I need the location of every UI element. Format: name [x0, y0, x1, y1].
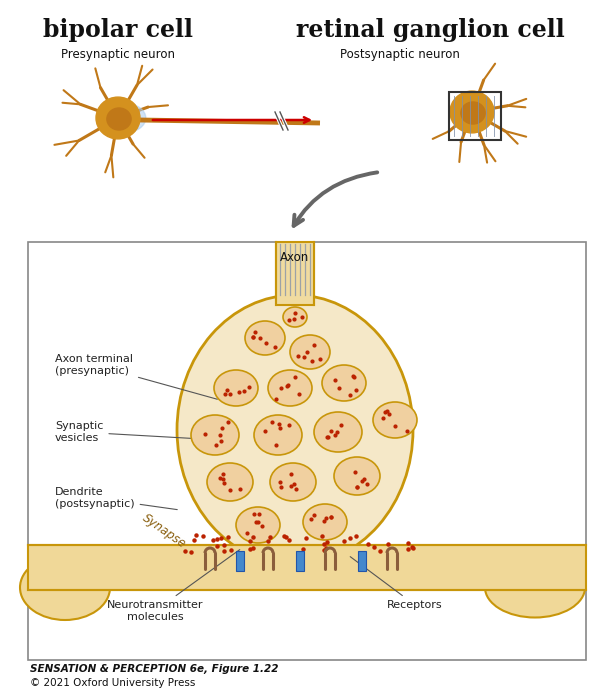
Bar — [449, 92, 501, 140]
Text: Synaptic
vesicles: Synaptic vesicles — [55, 421, 217, 443]
Ellipse shape — [214, 370, 258, 406]
Ellipse shape — [314, 412, 362, 452]
Text: retinal ganglion cell: retinal ganglion cell — [296, 18, 564, 42]
Ellipse shape — [106, 104, 146, 132]
Text: Axon: Axon — [281, 251, 310, 264]
Text: Axon terminal
(presynaptic): Axon terminal (presynaptic) — [55, 354, 217, 399]
Ellipse shape — [485, 557, 585, 617]
Ellipse shape — [207, 463, 253, 501]
Bar — [358, 551, 366, 571]
Text: Neurotransmitter
molecules: Neurotransmitter molecules — [107, 550, 240, 622]
Ellipse shape — [191, 415, 239, 455]
Bar — [276, 242, 314, 305]
Ellipse shape — [290, 335, 330, 369]
Ellipse shape — [334, 457, 380, 495]
Bar — [236, 551, 244, 571]
Text: Receptors: Receptors — [350, 556, 443, 610]
Ellipse shape — [450, 91, 494, 133]
Bar — [28, 242, 586, 660]
Ellipse shape — [270, 463, 316, 501]
Bar — [296, 551, 304, 571]
Ellipse shape — [373, 402, 417, 438]
Ellipse shape — [96, 97, 140, 139]
Text: © 2021 Oxford University Press: © 2021 Oxford University Press — [30, 678, 195, 688]
Ellipse shape — [322, 365, 366, 401]
Ellipse shape — [177, 295, 413, 565]
Ellipse shape — [283, 307, 307, 327]
Text: Postsynaptic neuron: Postsynaptic neuron — [340, 48, 460, 61]
Ellipse shape — [303, 504, 347, 540]
Ellipse shape — [236, 507, 280, 543]
Text: SENSATION & PERCEPTION 6e, Figure 1.22: SENSATION & PERCEPTION 6e, Figure 1.22 — [30, 664, 279, 674]
Polygon shape — [275, 305, 315, 315]
Text: Presynaptic neuron: Presynaptic neuron — [61, 48, 175, 61]
Ellipse shape — [461, 102, 485, 124]
Ellipse shape — [254, 415, 302, 455]
Ellipse shape — [20, 555, 110, 620]
Ellipse shape — [268, 370, 312, 406]
Text: bipolar cell: bipolar cell — [43, 18, 193, 42]
Text: Dendrite
(postsynaptic): Dendrite (postsynaptic) — [55, 487, 178, 510]
Ellipse shape — [107, 108, 131, 130]
Ellipse shape — [245, 321, 285, 355]
Text: Synapse: Synapse — [140, 512, 188, 551]
Bar — [28, 545, 586, 590]
